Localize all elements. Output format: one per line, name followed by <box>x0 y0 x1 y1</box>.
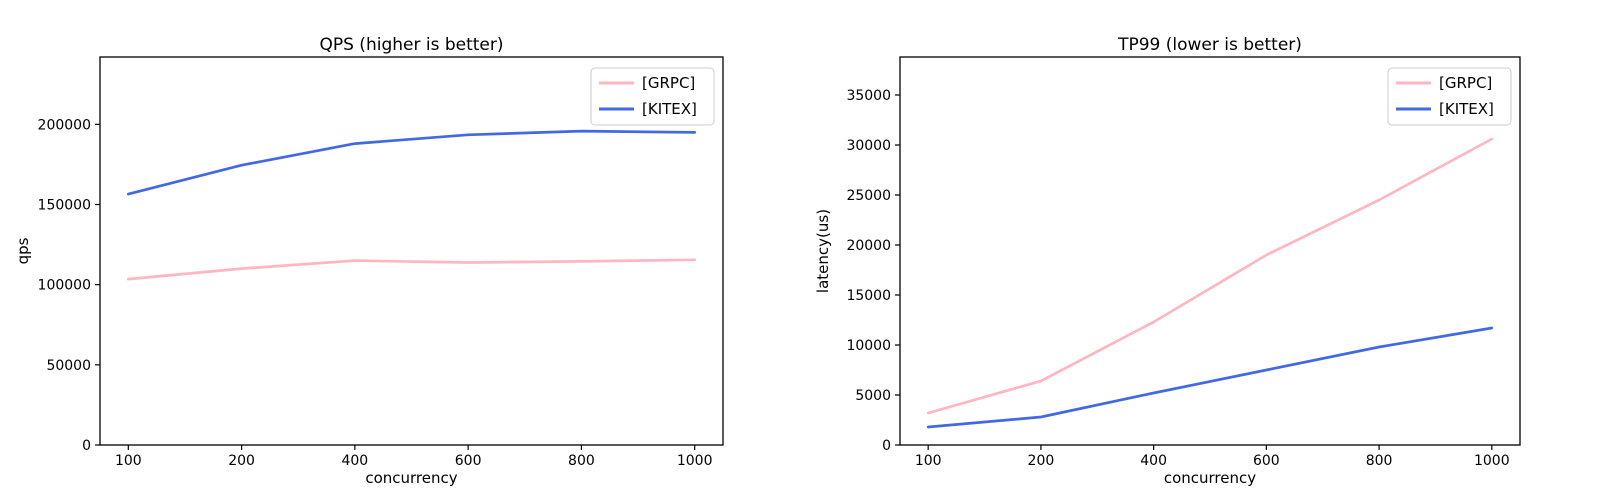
series-line-grpc <box>126 258 697 281</box>
y-tick-label: 20000 <box>846 238 891 254</box>
y-tick-label: 150000 <box>38 198 91 214</box>
x-axis-label: concurrency <box>1164 469 1256 487</box>
y-tick-label: 200000 <box>38 117 91 133</box>
y-tick-label: 25000 <box>846 188 891 204</box>
y-tick-label: 30000 <box>846 138 891 154</box>
plot-border <box>99 56 724 446</box>
y-axis-label: qps <box>14 237 32 264</box>
y-tick-label: 5000 <box>855 388 891 404</box>
legend: [GRPC] [KITEX] <box>1387 67 1512 126</box>
x-tick-label: 200 <box>228 453 255 469</box>
x-tick-label: 1000 <box>1474 453 1510 469</box>
legend-label-kitex: [KITEX] <box>1439 100 1494 118</box>
y-tick-label: 15000 <box>846 288 891 304</box>
legend-label-grpc: [GRPC] <box>642 74 695 92</box>
y-tick-label: 0 <box>82 438 91 454</box>
legend: [GRPC] [KITEX] <box>590 67 715 126</box>
x-tick-label: 400 <box>1140 453 1167 469</box>
x-tick-label: 600 <box>1253 453 1280 469</box>
x-axis-label: concurrency <box>365 469 457 487</box>
chart-title: QPS (higher is better) <box>319 35 503 55</box>
x-tick-label: 100 <box>915 453 942 469</box>
series-line-kitex <box>126 129 697 196</box>
y-tick-label: 100000 <box>38 278 91 294</box>
x-tick-label: 800 <box>1366 453 1393 469</box>
qps-chart: QPS (higher is better) 0 50000 100000 150000… <box>14 35 724 487</box>
y-tick-label: 50000 <box>46 358 91 374</box>
x-tick-label: 100 <box>115 453 142 469</box>
legend-label-grpc: [GRPC] <box>1439 74 1492 92</box>
series-line-kitex <box>926 326 1494 429</box>
x-tick-label: 800 <box>568 453 595 469</box>
tp99-chart: TP99 (lower is better) 0 5000 10000 15000 200… <box>814 35 1521 487</box>
legend-label-kitex: [KITEX] <box>642 100 697 118</box>
y-tick-label: 10000 <box>846 338 891 354</box>
x-tick-label: 400 <box>341 453 368 469</box>
x-tick-label: 600 <box>455 453 482 469</box>
chart-title: TP99 (lower is better) <box>1117 35 1302 55</box>
y-tick-label: 35000 <box>846 88 891 104</box>
series-line-grpc <box>926 137 1494 415</box>
x-tick-label: 1000 <box>677 453 713 469</box>
y-tick-label: 0 <box>882 438 891 454</box>
plot-border <box>899 56 1521 446</box>
y-axis-label: latency(us) <box>814 209 832 293</box>
x-tick-label: 200 <box>1028 453 1055 469</box>
